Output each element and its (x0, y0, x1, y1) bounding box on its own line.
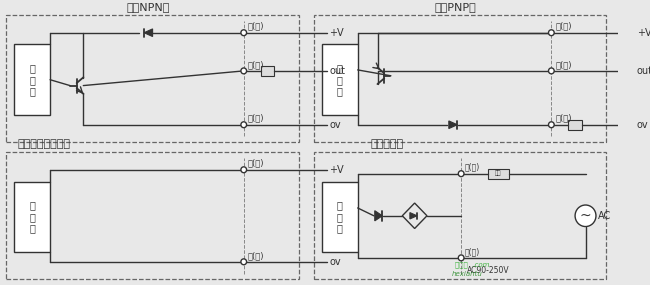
Text: hexiantu: hexiantu (452, 270, 482, 276)
Circle shape (241, 259, 246, 265)
Circle shape (549, 30, 554, 36)
Text: ov: ov (329, 257, 341, 267)
Text: 主
电
路: 主 电 路 (29, 63, 35, 96)
Circle shape (241, 68, 246, 74)
Text: 主
电
路: 主 电 路 (337, 200, 343, 233)
Text: 红(棕): 红(棕) (248, 22, 264, 31)
Bar (322, 182, 358, 252)
Bar (322, 44, 358, 115)
Polygon shape (410, 213, 417, 219)
Text: ov: ov (329, 120, 341, 130)
Polygon shape (448, 121, 458, 129)
Text: AC: AC (598, 211, 611, 221)
Text: 红(棕): 红(棕) (465, 163, 480, 172)
Text: 黄(黑): 黄(黑) (248, 60, 264, 69)
Text: 蓝(蓝): 蓝(蓝) (248, 114, 264, 123)
Bar (569, 120, 582, 130)
Text: out: out (637, 66, 650, 76)
Text: out: out (329, 66, 345, 76)
Text: 蓝(蓝): 蓝(蓝) (555, 114, 571, 123)
Circle shape (575, 205, 596, 227)
Circle shape (241, 30, 246, 36)
Text: ov: ov (637, 120, 649, 130)
Polygon shape (375, 211, 382, 221)
Bar (14, 182, 50, 252)
Text: 直流NPN型: 直流NPN型 (126, 2, 170, 12)
Text: 交流二线型: 交流二线型 (371, 139, 404, 149)
Text: 直流PNP型: 直流PNP型 (435, 2, 476, 12)
Text: +V: +V (637, 28, 650, 38)
Circle shape (458, 171, 464, 177)
Bar (488, 169, 508, 179)
Polygon shape (144, 29, 153, 36)
Circle shape (458, 255, 464, 261)
Text: 蓝(蓝): 蓝(蓝) (465, 247, 480, 256)
Text: 负载: 负载 (495, 171, 501, 176)
Text: 主
电
路: 主 电 路 (29, 200, 35, 233)
Circle shape (549, 68, 554, 74)
Text: ~: ~ (580, 209, 592, 223)
Text: 红(棕): 红(棕) (555, 22, 571, 31)
Text: 直流对射式发射器: 直流对射式发射器 (18, 139, 71, 149)
Text: AC90-250V: AC90-250V (467, 266, 510, 276)
Text: 接线图  .com: 接线图 .com (454, 261, 489, 268)
Text: 主
电
路: 主 电 路 (337, 63, 343, 96)
Bar (14, 44, 50, 115)
Text: 黄(黑): 黄(黑) (555, 60, 571, 69)
Text: 蓝(蓝): 蓝(蓝) (248, 251, 264, 260)
Circle shape (241, 122, 246, 128)
Bar (261, 66, 274, 76)
Text: 红(棕): 红(棕) (248, 159, 264, 168)
Circle shape (241, 167, 246, 173)
Text: +V: +V (329, 165, 344, 175)
Circle shape (549, 122, 554, 128)
Text: +V: +V (329, 28, 344, 38)
